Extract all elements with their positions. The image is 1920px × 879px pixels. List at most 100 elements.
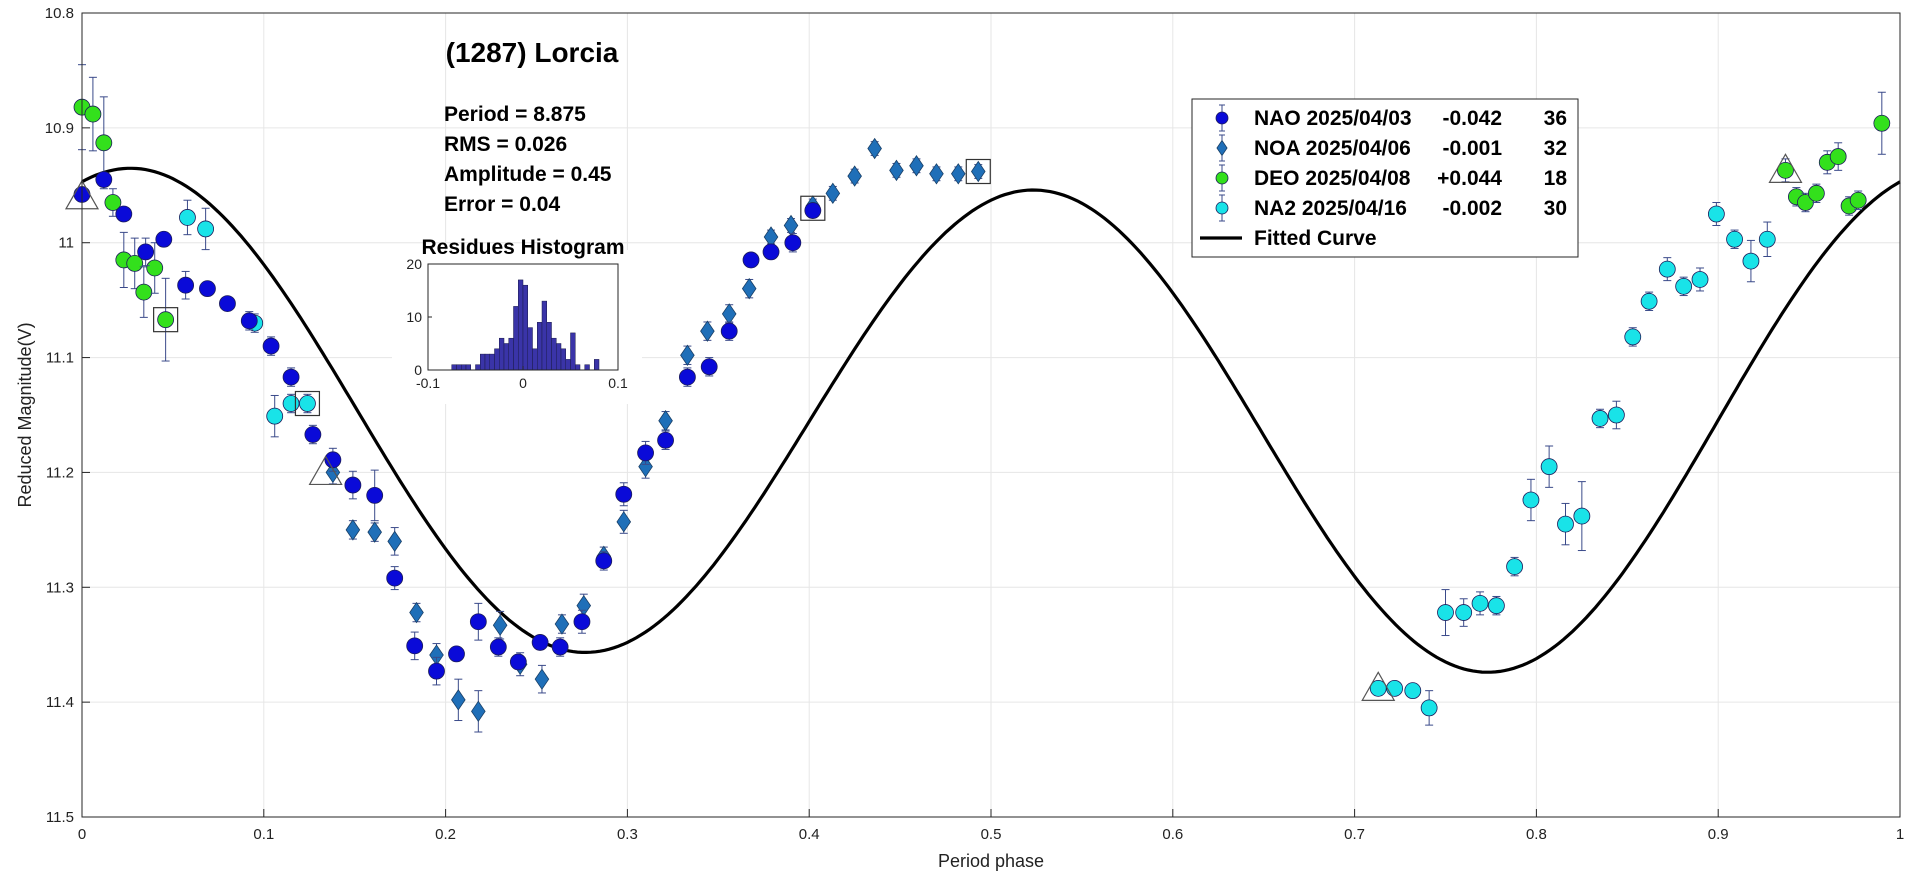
histogram-bar (518, 279, 524, 371)
legend-count: 36 (1544, 107, 1567, 130)
data-point (1420, 699, 1438, 717)
data-point (742, 251, 760, 269)
data-point (126, 254, 144, 272)
data-point (409, 601, 424, 624)
y-tick-label: 11.3 (46, 579, 74, 596)
open-square-marker (800, 195, 826, 221)
fitted-curve-line (81, 166, 1901, 674)
data-point (720, 322, 738, 340)
histogram-bars (451, 279, 600, 371)
legend-label: NAO 2025/04/03 (1254, 107, 1412, 130)
histogram-bar (508, 337, 514, 371)
legend-marker (1215, 111, 1229, 125)
fitted-curve (81, 166, 1901, 674)
y-tick-label: 11.5 (46, 809, 74, 826)
data-point (387, 530, 402, 553)
data-point (929, 163, 944, 185)
legend-count: 30 (1544, 197, 1567, 220)
histogram-title: Residues Histogram (421, 236, 624, 259)
data-point (304, 426, 322, 443)
open-triangle-marker (1768, 153, 1803, 183)
legend-offset: -0.002 (1442, 197, 1502, 220)
data-point (1591, 410, 1609, 427)
histogram-x-tick-label: 0 (519, 375, 527, 391)
histogram-x-tick-label: 0.1 (608, 375, 628, 391)
data-point (867, 137, 882, 160)
legend-marker (1216, 139, 1228, 157)
data-point (179, 209, 196, 226)
legend-entry: Fitted Curve (1200, 227, 1377, 250)
data-point (700, 320, 715, 342)
stat-rms: RMS = 0.026 (444, 133, 567, 156)
data-point (1658, 260, 1676, 278)
data-point (1573, 507, 1591, 525)
data-point (84, 105, 102, 123)
data-point (240, 312, 258, 330)
data-point (595, 552, 613, 570)
histogram-bar (556, 343, 562, 371)
legend-offset: +0.044 (1437, 167, 1502, 190)
legend-offset: -0.042 (1442, 107, 1502, 130)
histogram-y-tick-label: 20 (406, 256, 422, 272)
data-point (386, 569, 404, 587)
data-point (1455, 604, 1473, 621)
legend-count: 18 (1544, 167, 1568, 190)
data-point (1624, 328, 1642, 346)
histogram-bar (594, 359, 600, 371)
data-point (1640, 292, 1658, 310)
legend-entry: NA2 2025/04/16 -0.002 30 (1215, 194, 1567, 222)
data-point (104, 194, 122, 211)
data-point (1607, 406, 1625, 424)
x-tick-label: 0 (78, 826, 86, 843)
data-point (367, 521, 382, 543)
data-point (1873, 114, 1891, 132)
histogram-y-tick-label: 10 (406, 309, 422, 325)
data-point (804, 202, 822, 219)
data-point (1807, 184, 1825, 202)
histogram-bar (532, 348, 538, 371)
data-point (1849, 191, 1867, 209)
legend-count: 32 (1544, 137, 1567, 160)
histogram-bar (575, 364, 581, 371)
histogram-bar (475, 364, 481, 371)
histogram-x-tick-label: -0.1 (416, 375, 440, 391)
x-tick-label: 0.3 (617, 826, 638, 843)
histogram-y-tick-label: 0 (414, 362, 422, 378)
legend-label: NOA 2025/04/06 (1254, 137, 1411, 160)
x-tick-label: 0.7 (1344, 826, 1365, 843)
data-point (509, 653, 527, 671)
data-points (73, 64, 1891, 733)
open-square-marker (153, 307, 179, 333)
stats-box: Period = 8.875 RMS = 0.026 Amplitude = 0… (444, 103, 612, 216)
data-point (762, 243, 780, 261)
data-point (531, 634, 549, 651)
data-point (1707, 205, 1725, 223)
data-point (135, 283, 153, 301)
data-point (219, 295, 236, 312)
histogram-bar (513, 306, 519, 371)
data-point (345, 519, 361, 541)
data-point (95, 171, 113, 188)
data-point (889, 159, 904, 182)
data-point (471, 700, 486, 723)
data-point (554, 613, 570, 635)
data-point (492, 614, 508, 636)
data-point (155, 230, 173, 248)
data-point (197, 220, 215, 238)
data-point (146, 259, 164, 277)
histogram-bar (584, 364, 590, 371)
histogram-bar (451, 364, 457, 371)
legend-box (1191, 98, 1579, 258)
y-axis-ticks: 10.8 10.9 11 11.1 11.2 11.3 11.4 11.5 (45, 5, 90, 826)
histogram-bar (503, 343, 509, 371)
y-tick-label: 11.2 (46, 464, 74, 481)
histogram-bar (489, 353, 495, 371)
y-axis-label: Reduced Magnitude(V) (15, 322, 35, 507)
data-point (1758, 230, 1776, 248)
stat-period: Period = 8.875 (444, 103, 586, 126)
data-point (825, 182, 841, 205)
data-point (657, 431, 674, 449)
